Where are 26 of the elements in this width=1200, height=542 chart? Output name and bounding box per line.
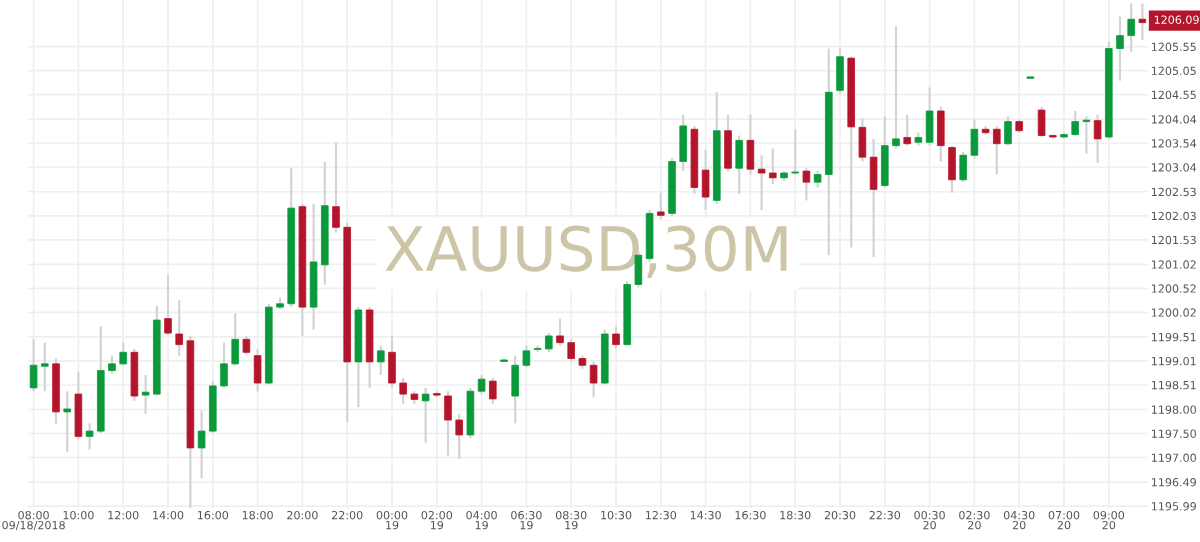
candlestick (903, 113, 911, 147)
candlestick (937, 105, 945, 163)
candlestick (377, 344, 385, 376)
candlestick (657, 191, 665, 221)
candlestick (802, 167, 811, 202)
candlestick (948, 144, 956, 194)
candlestick (746, 113, 755, 176)
candlestick (869, 137, 878, 259)
candlestick (735, 134, 743, 195)
candlestick (612, 325, 620, 351)
candlestick (836, 47, 844, 95)
candlestick (1093, 113, 1102, 165)
candlestick (477, 373, 486, 396)
candlestick (925, 86, 934, 147)
candlestick (1004, 115, 1012, 147)
candlestick (421, 386, 430, 444)
candlestick (589, 360, 598, 399)
candlestick (242, 334, 251, 356)
candlestick (74, 370, 83, 441)
candlestick (701, 148, 710, 212)
candlestick (724, 113, 732, 173)
candlestick (63, 390, 71, 454)
candlestick (253, 347, 262, 393)
candlestick (466, 386, 475, 440)
candlestick (489, 377, 497, 405)
candlestick (130, 347, 139, 402)
